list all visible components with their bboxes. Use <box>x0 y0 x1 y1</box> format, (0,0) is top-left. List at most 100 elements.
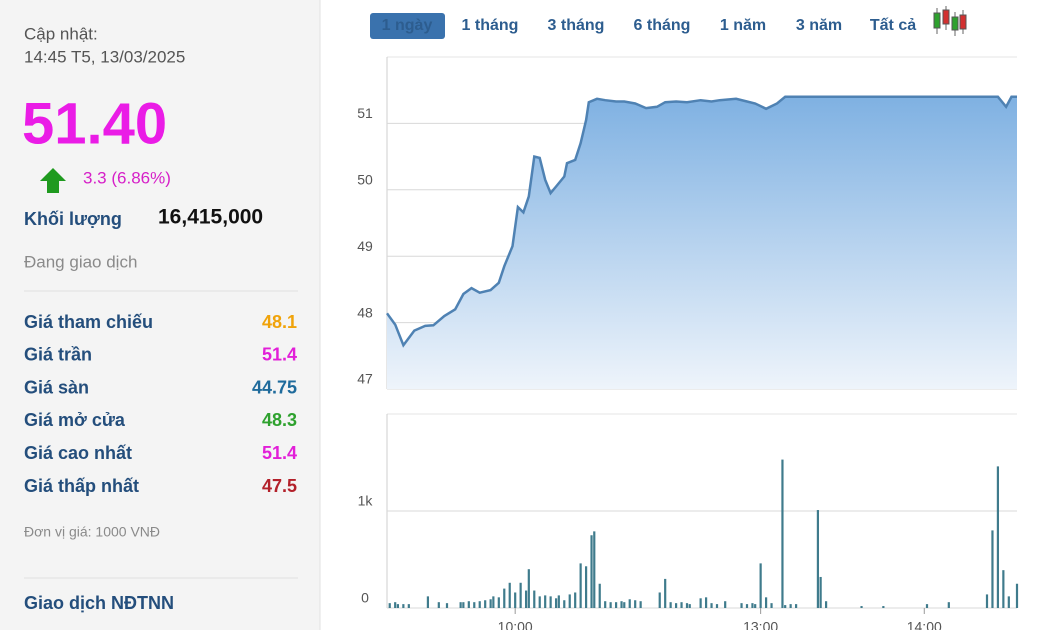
tab[interactable]: 1 ngày <box>382 17 433 34</box>
row-value: 48.1 <box>262 312 297 332</box>
row-value: 44.75 <box>252 377 297 397</box>
row-label: Giá tham chiếu <box>24 312 153 332</box>
candle-icon[interactable] <box>933 6 967 36</box>
volume-bar <box>674 603 678 608</box>
volume-bar <box>664 578 667 608</box>
change: 3.3 (6.86%) <box>83 168 171 187</box>
volume-bar <box>623 602 626 608</box>
up-arrow <box>40 168 66 193</box>
volume-bar <box>985 594 989 608</box>
x-tick-label: 14:00 <box>907 619 942 630</box>
volume-bar <box>745 604 749 608</box>
volume-bar <box>388 603 391 608</box>
volume-bar <box>614 602 618 608</box>
volume-bar <box>860 606 863 608</box>
volume-bar <box>544 595 547 608</box>
volume-bar <box>669 602 672 608</box>
range-tabs: 1 ngày 1 tháng 3 tháng 6 tháng 1 năm 3 năm Tất… <box>370 13 916 39</box>
volume-bar <box>1015 583 1019 608</box>
tab[interactable]: 3 năm <box>796 17 842 34</box>
volume-bar <box>688 604 691 608</box>
volume-bar <box>996 466 1000 608</box>
volume-bar <box>991 530 994 608</box>
row-value: 51.4 <box>262 443 297 463</box>
volume-bar <box>437 602 440 608</box>
volume-bar <box>639 601 642 608</box>
volume-bar <box>590 535 593 608</box>
x-tick-label: 10:00 <box>498 619 533 630</box>
volume-bar <box>754 604 757 608</box>
volume-bar <box>699 598 702 608</box>
volume-label: Khối lượng <box>24 209 122 229</box>
volume-bar <box>598 583 601 608</box>
row-value: 48.3 <box>262 410 297 430</box>
volume-bar <box>568 594 571 608</box>
y-tick-label: 47 <box>357 371 373 387</box>
price-rows: Giá tham chiếu 48.1 Giá trần 51.4 Giá sàn 44.… <box>24 312 297 496</box>
volume-bar <box>685 603 689 608</box>
volume-bar <box>527 569 530 608</box>
volume-bar <box>794 604 798 608</box>
y-tick-label: 50 <box>357 172 373 188</box>
volume-bar <box>402 604 405 608</box>
volume-bar <box>628 599 631 608</box>
x-tick-label: 13:00 <box>743 619 778 630</box>
volume-bar <box>473 602 476 608</box>
foreign-title: Giao dịch NĐTNN <box>24 593 174 613</box>
volume-bar <box>514 592 517 608</box>
tab[interactable]: Tất cả <box>870 17 916 34</box>
volume-bar <box>407 604 410 608</box>
volume-bar <box>426 596 430 608</box>
volume-bar <box>724 601 727 608</box>
y-tick-label: 51 <box>357 105 373 121</box>
volume-bar <box>445 603 449 608</box>
tab[interactable]: 3 tháng <box>548 17 605 34</box>
volume-bar <box>584 566 588 608</box>
tab[interactable]: 1 tháng <box>462 17 519 34</box>
price: 51.40 <box>22 91 167 156</box>
volume-bar <box>533 590 536 608</box>
volume-bar <box>925 604 929 608</box>
volume-bar <box>557 595 560 608</box>
volume-bar <box>680 602 683 608</box>
volume-bar <box>770 603 773 608</box>
volume-bar <box>1007 596 1010 608</box>
volume-bar <box>609 602 612 608</box>
volume-bar <box>459 602 462 608</box>
volume-bar <box>816 510 820 608</box>
y-tick-label: 1k <box>358 493 374 509</box>
volume-bar <box>620 601 623 608</box>
volume-bar <box>508 582 511 608</box>
volume-bar <box>394 602 397 608</box>
volume-bar <box>882 606 885 608</box>
y-tick-label: 0 <box>361 590 369 606</box>
volume-bar <box>1002 570 1005 608</box>
volume-bar <box>593 531 596 608</box>
volume-bar <box>604 601 607 608</box>
volume-bar <box>819 576 822 608</box>
y-tick-label: 49 <box>357 238 373 254</box>
volume-bar <box>524 590 528 608</box>
volume-bar <box>740 603 743 608</box>
tab-active-bg[interactable] <box>370 13 445 39</box>
row-label: Giá trần <box>24 345 92 365</box>
volume-bar <box>574 592 577 608</box>
volume-bar <box>492 596 495 608</box>
volume-bar <box>554 598 558 608</box>
row-value: 47.5 <box>262 476 297 496</box>
volume-bar <box>462 602 465 608</box>
tab[interactable]: 1 năm <box>720 17 766 34</box>
volume-bar <box>484 600 487 608</box>
unit-note: Đơn vị giá: 1000 VNĐ <box>24 524 160 540</box>
volume-bar <box>538 596 541 608</box>
volume-bar <box>759 563 762 608</box>
row-label: Giá cao nhất <box>24 443 132 463</box>
price-line <box>385 95 1017 348</box>
tab[interactable]: 6 tháng <box>634 17 691 34</box>
volume-bar <box>549 596 552 608</box>
row-value: 51.4 <box>262 345 297 365</box>
price-area <box>387 96 1017 390</box>
volume-bar <box>634 600 637 608</box>
volume-bar <box>704 597 708 608</box>
y-tick-label: 48 <box>357 304 373 320</box>
